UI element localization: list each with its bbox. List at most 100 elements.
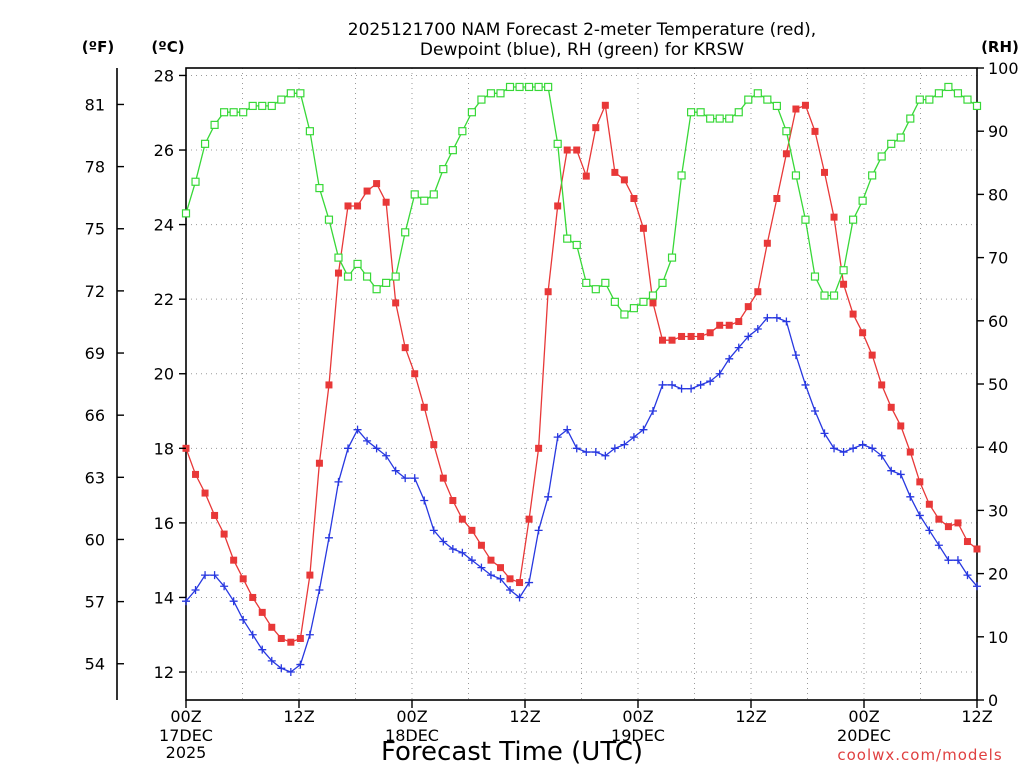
dewpoint-point bbox=[191, 586, 200, 595]
temperature-point bbox=[906, 448, 914, 456]
rh-point bbox=[667, 253, 677, 262]
dewpoint-point bbox=[963, 571, 972, 580]
rh-point bbox=[791, 171, 801, 180]
dewpoint-point bbox=[429, 526, 438, 535]
rh-point bbox=[963, 95, 972, 104]
dewpoint-point bbox=[715, 369, 724, 378]
temperature-point bbox=[897, 422, 905, 430]
dewpoint-point bbox=[391, 466, 400, 475]
temperature-point bbox=[611, 168, 619, 176]
temperature-point bbox=[754, 288, 762, 296]
rh-point bbox=[639, 297, 648, 306]
dewpoint-point bbox=[572, 444, 581, 453]
temperature-point bbox=[773, 195, 781, 203]
temperature-point bbox=[630, 195, 638, 203]
rh-point bbox=[944, 82, 953, 92]
rh-tick-label: 10 bbox=[988, 628, 1008, 647]
rh-point bbox=[925, 95, 934, 104]
rh-point bbox=[610, 297, 619, 306]
dewpoint-point bbox=[668, 380, 677, 389]
temperature-point bbox=[878, 381, 886, 389]
temperature-point bbox=[439, 474, 447, 482]
rh-point bbox=[258, 101, 267, 111]
temperature-point bbox=[687, 332, 695, 340]
dewpoint-point bbox=[448, 544, 457, 553]
rh-tick-label: 40 bbox=[988, 438, 1008, 457]
rh-point bbox=[324, 215, 334, 224]
dewpoint-point bbox=[267, 656, 276, 665]
temperature-point bbox=[220, 530, 228, 538]
fahrenheit-tick-label: 60 bbox=[85, 530, 105, 549]
dewpoint-point bbox=[791, 351, 800, 360]
rh-point bbox=[953, 89, 963, 98]
temperature-point bbox=[811, 127, 819, 135]
x-tick-label: 00Z bbox=[622, 707, 653, 726]
temperature-point bbox=[916, 478, 924, 486]
dewpoint-point bbox=[725, 354, 734, 363]
temperature-point bbox=[639, 224, 647, 232]
rh-point bbox=[782, 127, 791, 136]
celsius-tick-label: 18 bbox=[154, 439, 174, 458]
dewpoint-point bbox=[934, 541, 943, 550]
dewpoint-point bbox=[467, 556, 476, 565]
temperature-point bbox=[582, 172, 590, 180]
rh-point bbox=[439, 165, 448, 174]
rh-point bbox=[849, 215, 858, 224]
rh-point bbox=[315, 183, 324, 193]
dewpoint-point bbox=[229, 597, 238, 606]
x-tick-year-label: 2025 bbox=[166, 743, 207, 762]
dewpoint-point bbox=[382, 451, 391, 460]
dewpoint-point bbox=[639, 425, 648, 434]
rh-point bbox=[458, 127, 467, 136]
temperature-point bbox=[239, 575, 247, 583]
temperature-point bbox=[649, 299, 657, 307]
rh-point bbox=[582, 278, 591, 287]
rh-point bbox=[706, 114, 715, 123]
rh-point bbox=[362, 272, 372, 281]
dewpoint-point bbox=[458, 548, 467, 557]
rh-point bbox=[601, 278, 610, 287]
rh-point bbox=[343, 272, 353, 281]
dewpoint-point bbox=[534, 526, 543, 535]
temperature-point bbox=[716, 321, 724, 329]
dewpoint-point bbox=[658, 380, 667, 389]
rh-point bbox=[544, 82, 553, 92]
x-tick-label: 00Z bbox=[396, 707, 427, 726]
rh-point bbox=[486, 89, 496, 98]
temperature-point bbox=[344, 202, 352, 210]
dewpoint-point bbox=[220, 582, 229, 591]
fahrenheit-tick-label: 75 bbox=[85, 220, 105, 239]
rh-point bbox=[229, 108, 238, 117]
rh-point bbox=[563, 234, 572, 243]
dewpoint-point bbox=[734, 343, 743, 352]
dewpoint-point bbox=[305, 630, 314, 639]
dewpoint-point bbox=[629, 433, 638, 442]
celsius-tick-label: 20 bbox=[154, 365, 174, 384]
rh-point bbox=[505, 82, 515, 92]
rh-point bbox=[277, 95, 286, 104]
rh-point bbox=[220, 108, 229, 117]
temperature-point bbox=[887, 403, 895, 411]
temperature-point bbox=[296, 634, 304, 642]
rh-point bbox=[810, 272, 820, 281]
rh-point bbox=[286, 89, 295, 98]
dewpoint-point bbox=[210, 571, 219, 580]
dewpoint-point bbox=[591, 448, 600, 457]
temperature-point bbox=[620, 176, 628, 184]
temperature-point bbox=[973, 545, 981, 553]
x-tick-date-label: 18DEC bbox=[385, 726, 439, 745]
rh-point bbox=[839, 266, 848, 275]
credit-text: coolwx.com/models bbox=[837, 746, 1002, 764]
rh-point bbox=[410, 190, 419, 199]
rh-point bbox=[591, 285, 600, 294]
dewpoint-point bbox=[801, 380, 810, 389]
rh-point bbox=[334, 253, 343, 262]
celsius-axis-unit: (ºC) bbox=[151, 38, 184, 56]
rh-point bbox=[648, 291, 658, 300]
temperature-point bbox=[792, 105, 800, 113]
fahrenheit-axis-unit: (ºF) bbox=[82, 38, 114, 56]
rh-point bbox=[734, 108, 743, 117]
ticks-layer: 5457606366697275788112141618202224262801… bbox=[85, 59, 1019, 762]
rh-point bbox=[629, 304, 639, 313]
